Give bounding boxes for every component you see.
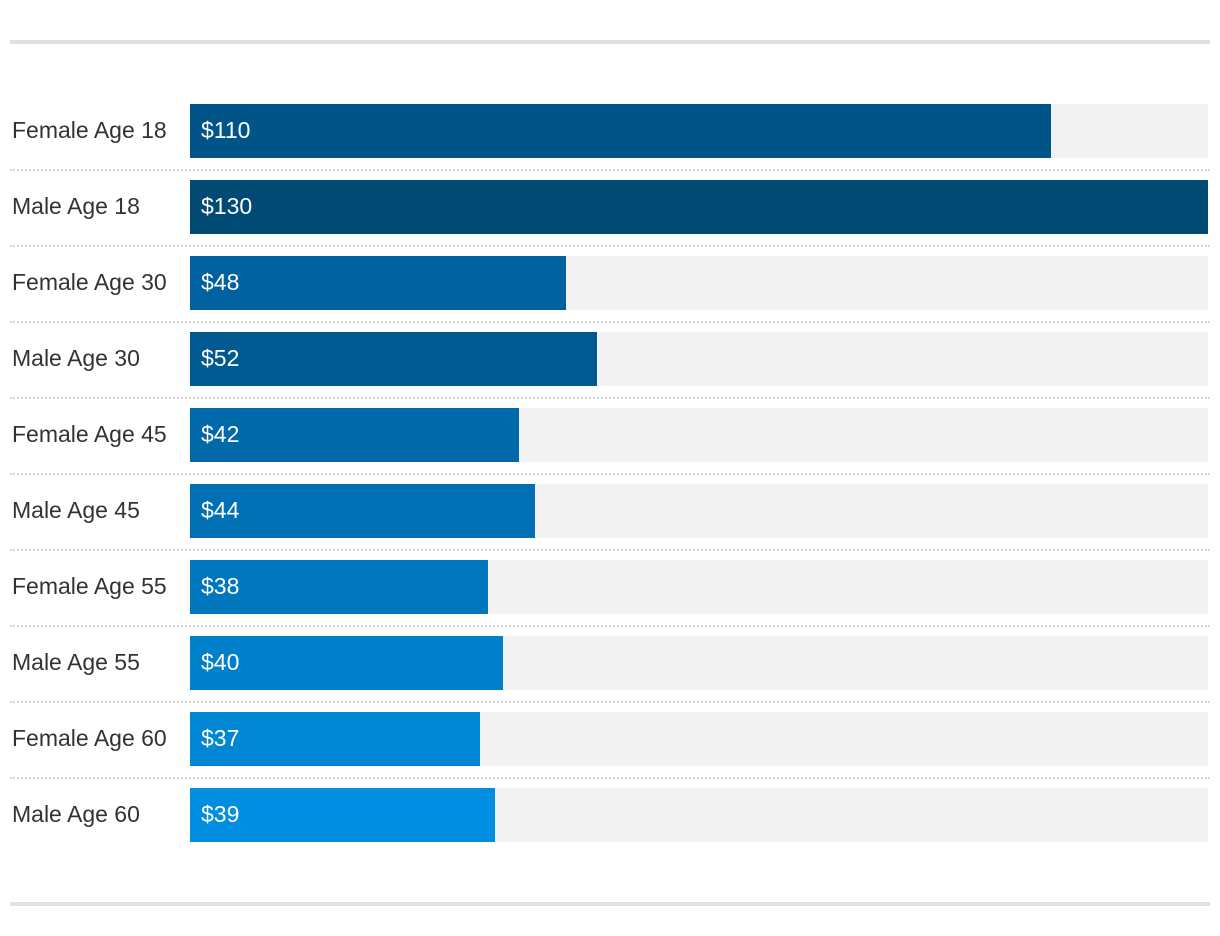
top-rule [10,40,1210,44]
chart-row: Female Age 30 $48 [10,256,1210,332]
value-label: $52 [201,345,240,371]
row-divider [10,549,1210,551]
row-divider [10,245,1210,247]
chart-row: Female Age 45 $42 [10,408,1210,484]
chart-row: Male Age 18 $130 [10,180,1210,256]
bar: $42 [190,408,519,462]
category-label: Female Age 18 [12,117,167,143]
bar-track: $40 [190,636,1208,690]
row-divider [10,169,1210,171]
bar-track: $44 [190,484,1208,538]
bar-track: $130 [190,180,1208,234]
category-label: Male Age 30 [12,345,140,371]
bottom-rule [10,902,1210,906]
value-label: $40 [201,649,240,675]
bar-track: $110 [190,104,1208,158]
bar-track: $38 [190,560,1208,614]
row-divider [10,321,1210,323]
value-label: $39 [201,801,240,827]
chart-row: Male Age 30 $52 [10,332,1210,408]
chart-row: Male Age 55 $40 [10,636,1210,712]
value-label: $44 [201,497,240,523]
bar-track: $39 [190,788,1208,842]
row-divider [10,397,1210,399]
category-label: Female Age 30 [12,269,167,295]
bar: $44 [190,484,535,538]
value-label: $37 [201,725,240,751]
bar: $37 [190,712,480,766]
row-divider [10,701,1210,703]
bar: $39 [190,788,495,842]
bar: $48 [190,256,566,310]
bar-track: $48 [190,256,1208,310]
bar: $110 [190,104,1051,158]
value-label: $48 [201,269,240,295]
category-label: Female Age 60 [12,725,167,751]
category-label: Female Age 45 [12,421,167,447]
chart-row: Female Age 60 $37 [10,712,1210,788]
row-divider [10,777,1210,779]
bar: $38 [190,560,488,614]
value-label: $38 [201,573,240,599]
category-label: Male Age 18 [12,193,140,219]
bar-track: $52 [190,332,1208,386]
bar: $40 [190,636,503,690]
value-label: $130 [201,193,253,219]
category-label: Female Age 55 [12,573,167,599]
value-label: $110 [201,117,251,143]
row-divider [10,473,1210,475]
value-label: $42 [201,421,240,447]
row-divider [10,625,1210,627]
chart-row: Male Age 60 $39 [10,788,1210,864]
chart-row: Female Age 55 $38 [10,560,1210,636]
chart-row: Male Age 45 $44 [10,484,1210,560]
category-label: Male Age 55 [12,649,140,675]
category-label: Male Age 45 [12,497,140,523]
bar: $52 [190,332,597,386]
bar-track: $37 [190,712,1208,766]
bar: $130 [190,180,1208,234]
chart-row: Female Age 18 $110 [10,104,1210,180]
category-label: Male Age 60 [12,801,140,827]
bar-track: $42 [190,408,1208,462]
